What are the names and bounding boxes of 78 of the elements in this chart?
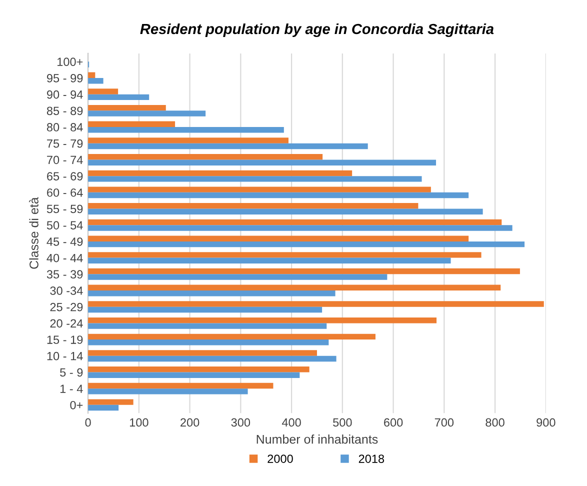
legend-label: 2000: [268, 454, 293, 463]
bar: [88, 350, 317, 356]
bar: [88, 252, 482, 258]
bar: [88, 290, 336, 296]
y-tick-label: 75 - 79: [47, 139, 83, 148]
bar: [88, 203, 418, 209]
bar: [88, 268, 520, 274]
x-tick-label: 900: [536, 418, 556, 427]
bar: [88, 340, 329, 346]
y-tick-label: 5 - 9: [60, 368, 83, 377]
bar: [88, 176, 422, 182]
bar: [88, 323, 327, 329]
x-axis-title: Number of inhabitants: [256, 434, 378, 444]
y-tick-label: 55 - 59: [46, 204, 83, 214]
bar: [88, 94, 150, 100]
bar: [88, 284, 501, 290]
bar: [88, 154, 323, 160]
bar: [88, 388, 248, 394]
bar: [88, 236, 469, 242]
x-tick-label: 200: [180, 418, 200, 427]
x-tick-label: 0: [85, 418, 91, 427]
bar: [88, 334, 376, 340]
y-tick-label: 15 - 19: [47, 336, 83, 344]
x-tick-label: 300: [231, 418, 250, 427]
bar: [88, 306, 322, 313]
y-tick-label: 60 - 64: [47, 188, 83, 197]
bar: [88, 160, 436, 166]
y-tick-label: 90 - 94: [46, 90, 83, 99]
bar: [88, 110, 206, 116]
bar: [88, 208, 483, 214]
y-tick-label: 70 - 74: [47, 156, 83, 164]
bar: [88, 366, 310, 372]
bar: [88, 382, 274, 389]
bar: [88, 301, 544, 307]
y-tick-label: 50 - 54: [46, 221, 83, 230]
bar: [88, 317, 437, 324]
bar: [88, 104, 166, 111]
y-tick-label: 65 - 69: [47, 172, 83, 180]
bar: [88, 241, 525, 248]
y-tick-label: 30 -34: [50, 286, 83, 295]
bar: [88, 143, 368, 150]
y-tick-label: 40 - 44: [46, 254, 83, 262]
y-tick-label: 95 - 99: [46, 74, 83, 82]
y-axis-title: Classe di età: [29, 197, 38, 269]
bar: [88, 88, 118, 94]
legend-label: 2018: [358, 454, 384, 463]
bar: [88, 127, 284, 133]
bar: [88, 356, 336, 362]
chart-title: Resident population by age in Concordia Sagittaria: [140, 23, 494, 38]
y-tick-label: 20 -24: [50, 319, 83, 328]
y-tick-label: 85 - 89: [46, 106, 83, 116]
bar: [88, 274, 388, 280]
bar: [88, 78, 104, 84]
y-tick-label: 1 - 4: [60, 384, 83, 393]
x-tick-label: 500: [333, 418, 352, 427]
y-tick-label: 25 -29: [50, 302, 83, 312]
bar: [88, 192, 469, 198]
bar: [88, 186, 431, 192]
bar: [88, 404, 119, 411]
y-tick-label: 100+: [58, 58, 83, 66]
bar: [88, 258, 451, 264]
bar: [88, 170, 352, 176]
bar: [88, 219, 502, 226]
y-tick-label: 80 - 84: [46, 123, 83, 132]
x-tick-label: 700: [434, 418, 454, 427]
bar: [88, 372, 300, 378]
y-tick-label: 10 - 14: [47, 352, 83, 360]
x-tick-label: 400: [282, 418, 301, 427]
y-tick-label: 0+: [70, 400, 83, 410]
bar: [88, 399, 134, 405]
x-tick-label: 600: [384, 418, 403, 427]
x-tick-label: 800: [486, 418, 504, 427]
bar: [88, 138, 288, 144]
y-tick-label: 35 - 39: [46, 270, 83, 279]
x-tick-label: 100: [130, 418, 148, 427]
bar: [88, 121, 176, 128]
bar: [88, 225, 512, 231]
y-tick-label: 45 - 49: [46, 237, 83, 246]
